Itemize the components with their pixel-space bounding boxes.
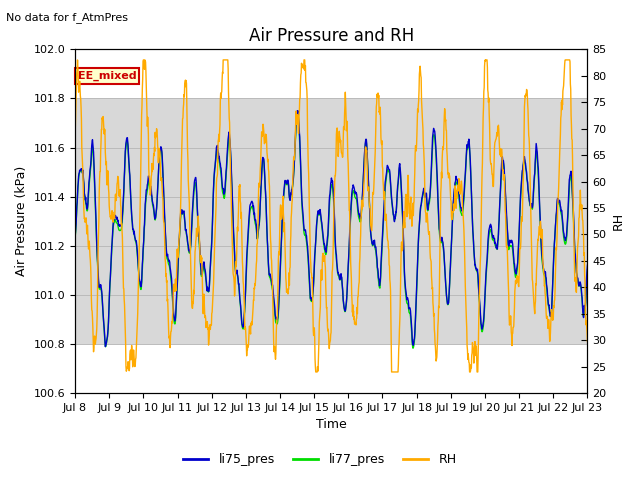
Legend: li75_pres, li77_pres, RH: li75_pres, li77_pres, RH — [179, 448, 461, 471]
Y-axis label: Air Pressure (kPa): Air Pressure (kPa) — [15, 166, 28, 276]
X-axis label: Time: Time — [316, 419, 347, 432]
Y-axis label: RH: RH — [612, 212, 625, 230]
Title: Air Pressure and RH: Air Pressure and RH — [248, 27, 414, 45]
Text: No data for f_AtmPres: No data for f_AtmPres — [6, 12, 129, 23]
Bar — [75, 98, 588, 344]
Text: EE_mixed: EE_mixed — [77, 71, 136, 81]
